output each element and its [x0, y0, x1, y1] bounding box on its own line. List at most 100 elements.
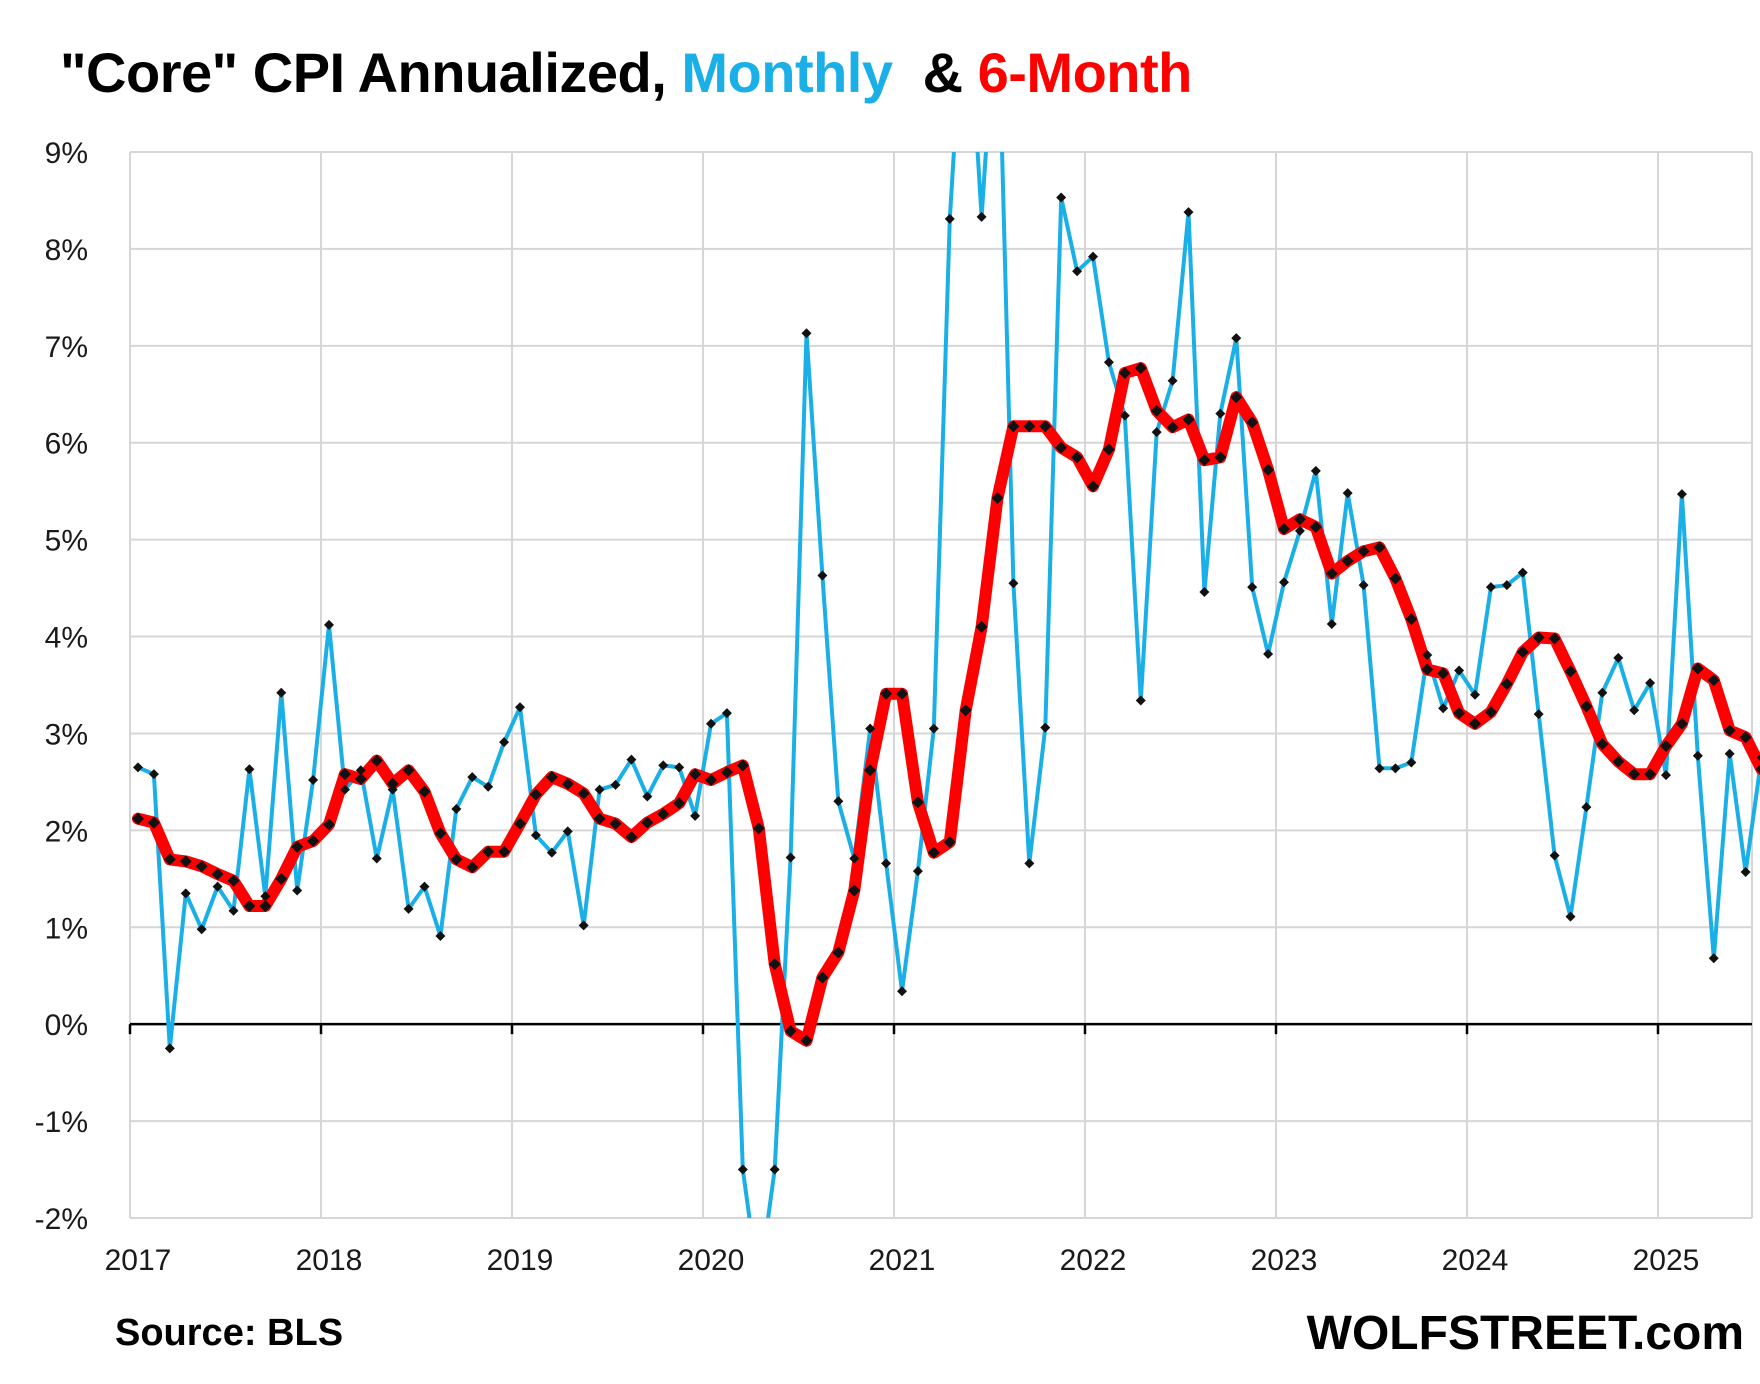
data-point-marker — [1645, 678, 1656, 689]
title-part-monthly: Monthly — [681, 41, 893, 104]
data-point-marker — [386, 777, 399, 790]
data-point-marker — [865, 723, 876, 734]
data-point-marker — [275, 872, 288, 885]
data-point-marker — [817, 570, 828, 581]
data-point-marker — [1024, 858, 1035, 869]
data-point-marker — [1357, 545, 1370, 558]
data-point-marker — [690, 810, 701, 821]
data-point-marker — [1278, 522, 1290, 535]
y-tick-label: 4% — [45, 622, 88, 655]
data-point-marker — [1167, 375, 1178, 386]
data-point-marker — [354, 773, 367, 786]
data-point-marker — [308, 774, 319, 785]
data-point-marker — [1279, 577, 1289, 588]
data-point-marker — [1613, 652, 1624, 663]
data-point-marker — [593, 812, 606, 825]
data-point-marker — [897, 986, 907, 997]
data-point-marker — [1056, 192, 1067, 203]
data-point-marker — [1023, 420, 1036, 433]
data-point-marker — [1341, 554, 1354, 567]
data-point-marker — [483, 781, 494, 792]
data-point-marker — [610, 779, 621, 790]
data-point-marker — [482, 845, 495, 858]
data-point-marker — [371, 853, 382, 864]
data-point-marker — [1103, 357, 1114, 368]
data-point-marker — [975, 620, 988, 633]
data-point-marker — [1008, 578, 1019, 589]
data-point-marker — [529, 788, 542, 801]
data-point-marker — [530, 830, 541, 841]
data-point-marker — [243, 899, 256, 912]
data-point-marker — [1484, 706, 1497, 719]
data-point-marker — [928, 723, 939, 734]
data-point-marker — [1358, 580, 1369, 591]
data-point-marker — [673, 797, 686, 810]
data-point-marker — [577, 787, 590, 800]
data-point-marker — [163, 853, 176, 866]
series-line-6-month — [132, 362, 1760, 1047]
data-point-marker — [769, 1164, 780, 1175]
title-part-and: & — [892, 41, 978, 104]
data-point-marker — [849, 853, 860, 864]
data-point-marker — [1389, 572, 1402, 585]
data-point-marker — [338, 768, 351, 781]
data-point-marker — [1612, 755, 1625, 768]
data-point-marker — [848, 884, 861, 897]
y-tick-label: 1% — [45, 912, 88, 945]
data-point-marker — [1724, 748, 1735, 759]
series-line-monthly — [136, 152, 1760, 1218]
data-point-marker — [355, 765, 366, 776]
data-point-marker — [1485, 582, 1496, 593]
data-point-marker — [1517, 567, 1528, 578]
data-point-marker — [641, 816, 654, 829]
data-point-marker — [1454, 665, 1465, 676]
data-point-marker — [927, 846, 940, 859]
data-point-marker — [419, 881, 430, 892]
data-point-marker — [418, 785, 431, 798]
data-point-marker — [976, 211, 987, 222]
data-point-marker — [1676, 489, 1687, 500]
data-point-marker — [832, 946, 845, 959]
data-point-marker — [1580, 700, 1593, 713]
data-point-marker — [1390, 763, 1401, 774]
data-point-marker — [499, 737, 510, 748]
source-note: Source: BLS — [115, 1312, 344, 1354]
data-point-marker — [658, 760, 669, 771]
data-point-marker — [943, 835, 956, 848]
data-point-marker — [1199, 586, 1210, 597]
data-point-marker — [1532, 631, 1545, 644]
data-point-marker — [896, 687, 908, 700]
data-point-marker — [1326, 618, 1337, 629]
data-point-marker — [196, 924, 207, 935]
data-point-marker — [434, 827, 447, 840]
data-point-marker — [180, 888, 191, 899]
data-point-marker — [259, 899, 272, 912]
data-point-marker — [1055, 441, 1068, 454]
data-point-marker — [833, 796, 844, 807]
data-point-marker — [467, 772, 478, 783]
y-tick-label: -2% — [35, 1203, 88, 1236]
data-point-marker — [195, 860, 208, 873]
data-point-marker — [1325, 567, 1338, 580]
data-point-marker — [132, 812, 144, 825]
title-part-main: "Core" CPI Annualized, — [60, 41, 682, 104]
data-point-marker — [1088, 251, 1098, 262]
data-point-marker — [1182, 413, 1195, 426]
data-point-marker — [1262, 463, 1275, 476]
data-point-marker — [514, 817, 526, 830]
data-point-marker — [212, 881, 223, 892]
data-point-marker — [1629, 705, 1640, 716]
data-point-marker — [1230, 391, 1243, 404]
data-point-marker — [1342, 488, 1353, 499]
data-point-marker — [1374, 763, 1385, 774]
data-point-marker — [1293, 513, 1306, 526]
data-point-marker — [1548, 632, 1561, 645]
data-point-marker — [1692, 750, 1703, 761]
y-tick-label: 5% — [45, 525, 88, 558]
data-point-marker — [1183, 207, 1194, 218]
data-point-marker — [1438, 703, 1449, 714]
data-point-marker — [1437, 667, 1450, 680]
data-point-marker — [1628, 768, 1641, 781]
data-point-marker — [1533, 709, 1544, 720]
data-point-marker — [1596, 738, 1609, 751]
